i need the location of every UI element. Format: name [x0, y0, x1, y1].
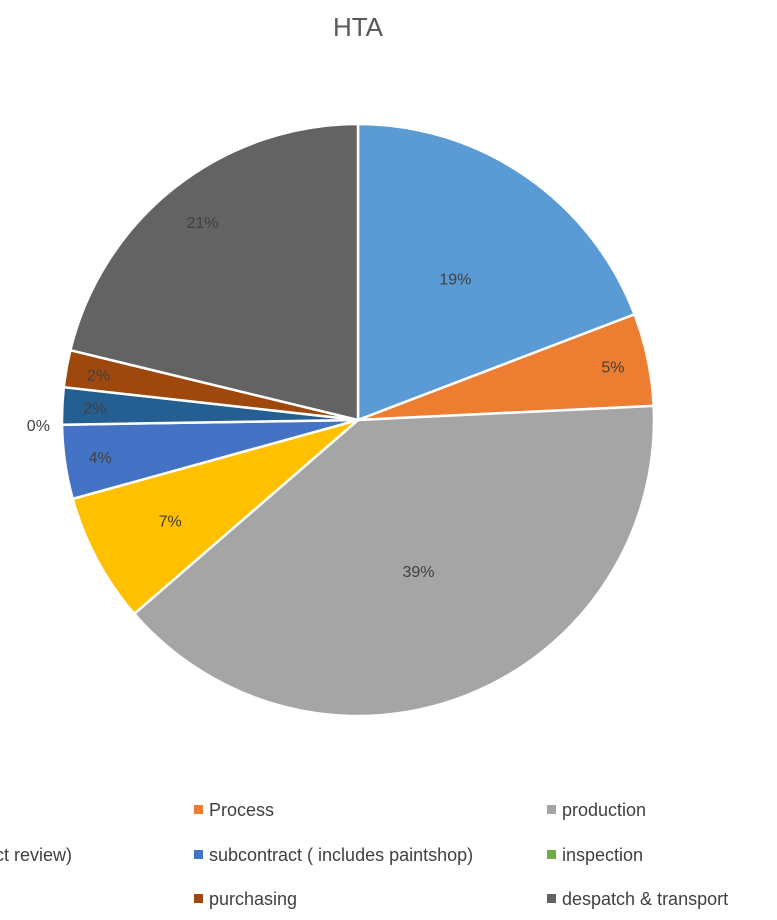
legend-label-6: despatch & transport: [562, 889, 728, 909]
legend-item-5: purchasing: [194, 889, 297, 909]
legend-item-4: inspection: [547, 845, 643, 865]
legend-swatch-0: [194, 805, 203, 814]
legend-item-3: subcontract ( includes paintshop): [194, 845, 473, 865]
legend-item-0: Process: [194, 800, 274, 820]
legend-swatch-1: [547, 805, 556, 814]
legend-label-5: purchasing: [209, 889, 297, 909]
pie-data-labels: 19% 5% 39% 7% 4% 0% 2% 2% 21%: [27, 215, 625, 581]
data-label-7: 2%: [87, 367, 110, 384]
legend-swatch-6: [547, 894, 556, 903]
data-label-3: 7%: [159, 514, 182, 531]
legend-swatch-4: [547, 850, 556, 859]
legend-swatch-3: [194, 850, 203, 859]
data-label-8: 21%: [186, 215, 218, 232]
data-label-6: 2%: [83, 400, 106, 417]
legend-item-6: despatch & transport: [547, 889, 728, 909]
pie-slice-0: [356, 122, 636, 422]
legend-label-3: subcontract ( includes paintshop): [209, 845, 473, 865]
data-label-1: 5%: [601, 360, 624, 377]
legend-label-0: Process: [209, 800, 274, 820]
pie-slice-2: [133, 404, 656, 718]
pie-slice-3: [71, 418, 360, 616]
chart-title: HTA: [333, 12, 384, 42]
data-label-5: 0%: [27, 418, 50, 435]
pie-slice-8: [69, 122, 360, 422]
legend-item-2: ct review): [0, 845, 72, 865]
legend-item-1: production: [547, 800, 646, 820]
legend: Process production ct review) subcontract (…: [0, 800, 728, 909]
pie-slices: [60, 122, 656, 718]
legend-label-2: ct review): [0, 845, 72, 865]
legend-label-1: production: [562, 800, 646, 820]
data-label-4: 4%: [89, 450, 112, 467]
legend-label-4: inspection: [562, 845, 643, 865]
data-label-2: 39%: [402, 564, 434, 581]
legend-swatch-5: [194, 894, 203, 903]
data-label-0: 19%: [439, 272, 471, 289]
